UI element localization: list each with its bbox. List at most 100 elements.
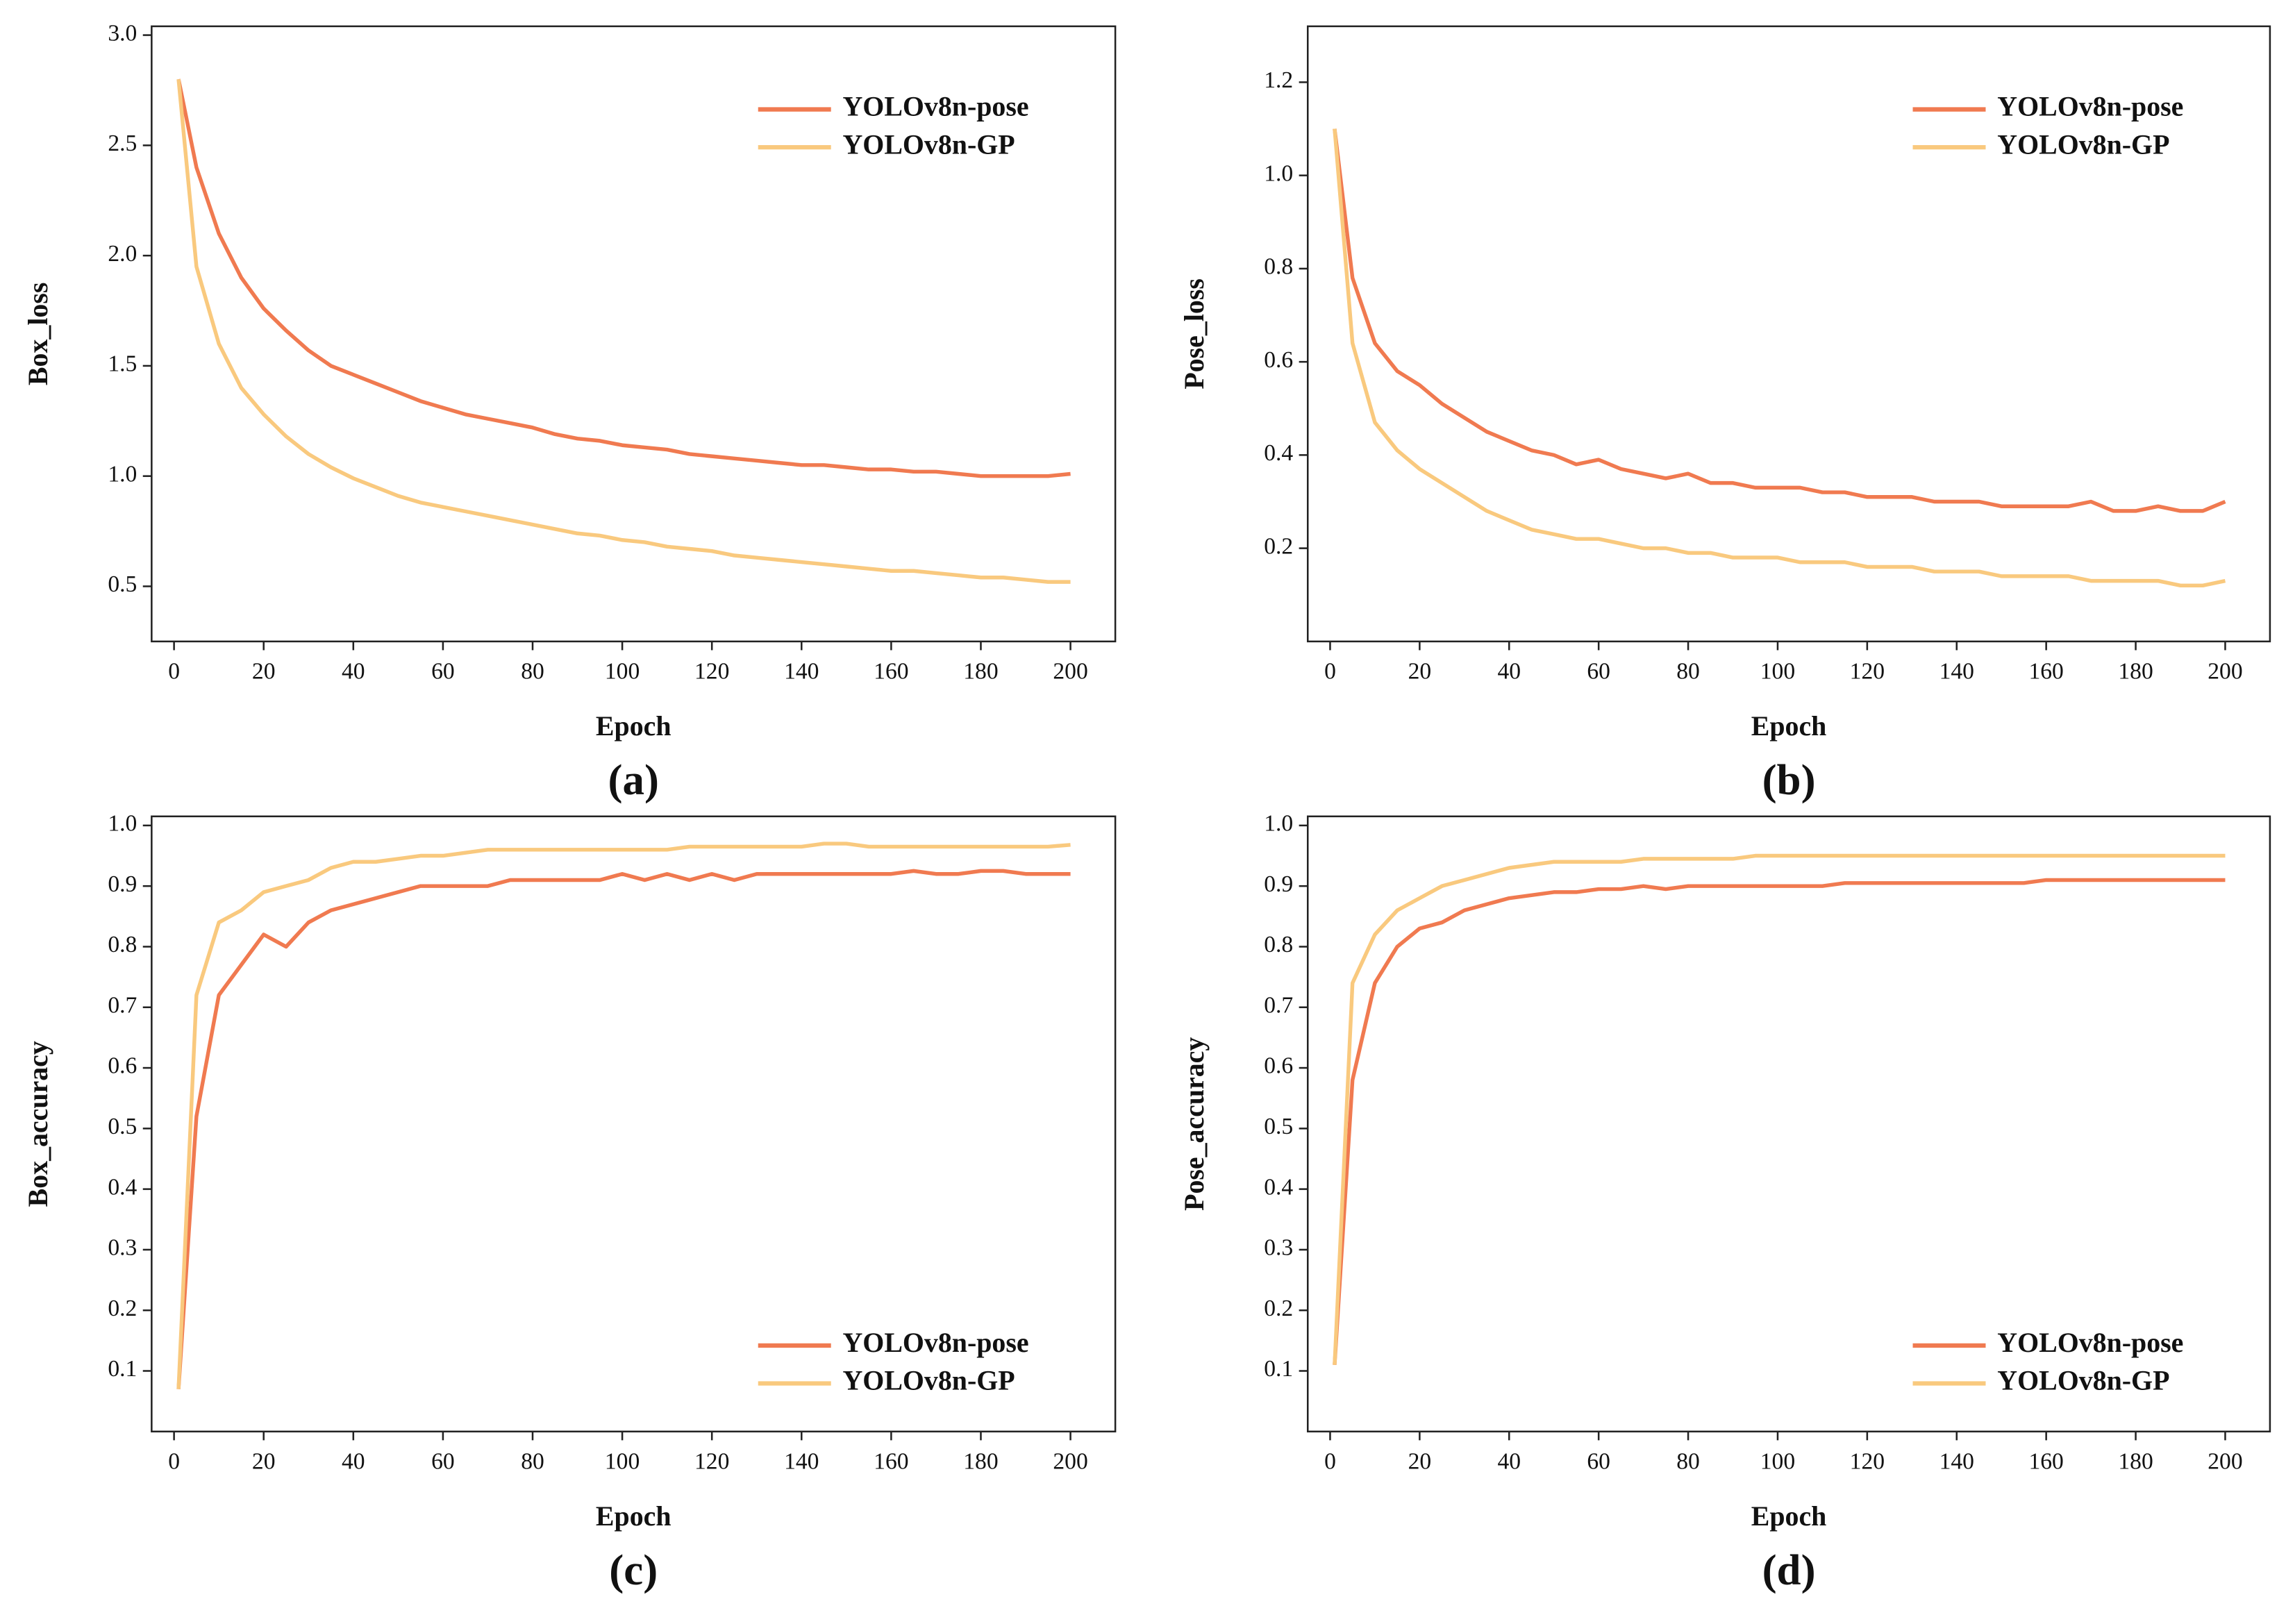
y-tick-label: 0.6 [108,1053,137,1079]
x-tick-label: 40 [1497,659,1521,685]
x-tick-label: 140 [1939,1449,1974,1475]
y-tick-label: 1.0 [1264,811,1293,837]
x-tick-label: 140 [784,659,819,685]
x-tick-label: 140 [784,1449,819,1475]
series-line [176,78,1071,478]
series-line [176,869,1071,1389]
x-tick-label: 40 [342,659,365,685]
x-tick-label: 160 [874,659,908,685]
y-tick-label: 0.5 [108,571,137,597]
series-line [1333,128,2226,513]
y-tick-label: 0.2 [1264,1296,1293,1321]
y-tick-label: 0.4 [1264,440,1293,466]
x-tick-label: 60 [1587,659,1610,685]
x-tick-label: 20 [252,659,276,685]
x-tick-label: 160 [2028,659,2063,685]
subplot: 0 20 40 60 80 100 120 140 160 180 200 0.1 0.2 0.3 0.4 0… [22,811,1117,1594]
x-tick-label: 120 [1850,659,1885,685]
y-tick-label: 0.5 [1264,1114,1293,1139]
y-tick-label: 0.8 [1264,254,1293,280]
y-axis-label: Box_loss [22,283,53,385]
x-tick-label: 40 [1497,1449,1521,1475]
subplot: 0 20 40 60 80 100 120 140 160 180 200 0.5 1.0 1.5 2.0 2… [22,20,1117,804]
y-tick-label: 0.2 [1264,533,1293,559]
x-tick-label: 80 [521,1449,544,1475]
x-tick-label: 200 [1053,1449,1087,1475]
series-line [176,78,1071,584]
x-tick-label: 60 [431,659,455,685]
y-tick-label: 1.5 [108,351,137,377]
legend-label: YOLOv8n-GP [843,1365,1015,1396]
y-tick-label: 0.4 [108,1174,137,1200]
x-tick-label: 100 [605,659,640,685]
y-tick-label: 0.8 [1264,932,1293,957]
x-tick-label: 180 [2118,659,2153,685]
x-axis-label: Epoch [1751,710,1827,742]
x-tick-label: 0 [1324,659,1336,685]
y-tick-label: 2.0 [108,241,137,267]
legend-label: YOLOv8n-pose [843,91,1029,122]
y-tick-label: 0.1 [108,1356,137,1382]
x-tick-label: 100 [1760,659,1795,685]
x-tick-label: 180 [963,1449,998,1475]
x-tick-label: 200 [2208,1449,2242,1475]
x-tick-label: 0 [168,659,180,685]
x-tick-label: 20 [1408,659,1432,685]
y-axis-label: Box_accuracy [22,1041,53,1207]
plot-frame [1306,815,2271,1433]
x-tick-label: 80 [1676,1449,1700,1475]
y-tick-label: 0.1 [1264,1356,1293,1382]
legend-label: YOLOv8n-pose [843,1327,1029,1358]
y-tick-label: 0.6 [1264,347,1293,373]
y-tick-label: 1.0 [1264,160,1293,186]
subplot: 0 20 40 60 80 100 120 140 160 180 200 0.1 0.2 0.3 0.4 0… [1178,811,2271,1594]
y-tick-label: 0.8 [108,932,137,957]
y-tick-label: 0.7 [108,992,137,1018]
x-tick-label: 140 [1939,659,1974,685]
y-tick-label: 0.9 [108,871,137,897]
x-tick-label: 20 [252,1449,276,1475]
series-line [176,842,1071,1389]
legend-label: YOLOv8n-pose [1997,91,2183,122]
y-tick-label: 0.6 [1264,1053,1293,1079]
subplot-caption: (c) [609,1546,658,1594]
plot-frame [151,25,1117,643]
legend-label: YOLOv8n-pose [1997,1327,2183,1358]
subplot-caption: (b) [1762,755,1816,804]
x-tick-label: 160 [2028,1449,2063,1475]
x-axis-label: Epoch [596,1500,671,1532]
y-axis-label: Pose_loss [1178,278,1210,389]
x-tick-label: 20 [1408,1449,1432,1475]
x-tick-label: 80 [521,659,544,685]
series-line [1333,128,2226,588]
x-tick-label: 200 [2208,659,2242,685]
x-tick-label: 80 [1676,659,1700,685]
x-tick-label: 160 [874,1449,908,1475]
x-tick-label: 120 [694,659,729,685]
y-axis-label: Pose_accuracy [1178,1037,1210,1211]
x-tick-label: 0 [1324,1449,1336,1475]
plot-frame [1306,25,2271,643]
y-tick-label: 1.2 [1264,67,1293,93]
y-tick-label: 0.5 [108,1114,137,1139]
y-tick-label: 0.3 [108,1235,137,1261]
y-tick-label: 1.0 [108,461,137,487]
x-tick-label: 120 [1850,1449,1885,1475]
x-tick-label: 0 [168,1449,180,1475]
series-line [1333,878,2226,1365]
legend-label: YOLOv8n-GP [1997,128,2169,160]
subplot-caption: (d) [1762,1546,1816,1594]
y-tick-label: 3.0 [108,20,137,46]
x-axis-label: Epoch [596,710,671,742]
x-tick-label: 180 [963,659,998,685]
y-tick-label: 0.4 [1264,1174,1293,1200]
x-tick-label: 200 [1053,659,1087,685]
x-tick-label: 120 [694,1449,729,1475]
series-line [1333,853,2226,1365]
x-axis-label: Epoch [1751,1500,1827,1532]
x-tick-label: 60 [1587,1449,1610,1475]
plot-frame [151,815,1117,1433]
x-tick-label: 100 [605,1449,640,1475]
